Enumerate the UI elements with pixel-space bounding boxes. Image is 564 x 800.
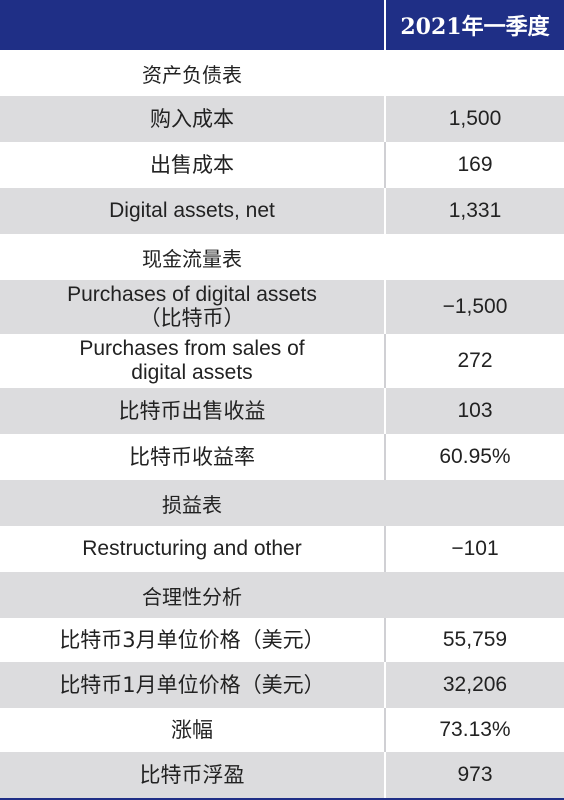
row-label: 出售成本 (150, 153, 234, 177)
row-value: 32,206 (384, 662, 564, 708)
header-divider (384, 0, 386, 50)
row-value: 272 (384, 334, 564, 388)
row-value: −101 (384, 526, 564, 572)
row-label: Restructuring and other (82, 537, 302, 560)
row-value: 73.13% (384, 708, 564, 752)
table-row: 购入成本 1,500 (0, 96, 564, 142)
table-row: 比特币出售收益 103 (0, 388, 564, 434)
row-value: −1,500 (384, 280, 564, 334)
row-label: 比特币1月单位价格（美元） (59, 673, 325, 697)
table-header: 2021年一季度 (0, 0, 564, 50)
row-label: Purchases of digital assets （比特币） (67, 283, 317, 330)
row-label: Digital assets, net (109, 199, 275, 222)
row-value: 973 (384, 752, 564, 798)
section-fill (384, 480, 564, 526)
section-row-cash-flow: 现金流量表 (0, 234, 564, 280)
section-fill (384, 572, 564, 618)
section-row-balance-sheet: 资产负债表 (0, 50, 564, 96)
section-fill (384, 50, 564, 96)
row-label: 购入成本 (150, 107, 234, 131)
row-value: 169 (384, 142, 564, 188)
section-title: 资产负债表 (142, 62, 242, 87)
section-title: 合理性分析 (142, 584, 242, 609)
row-label: 比特币3月单位价格（美元） (59, 628, 325, 652)
section-row-reasonableness: 合理性分析 (0, 572, 564, 618)
row-label: Purchases from sales of digital assets (79, 337, 305, 384)
row-value: 60.95% (384, 434, 564, 480)
table-row: 比特币浮盈 973 (0, 752, 564, 798)
table-row: 涨幅 73.13% (0, 708, 564, 752)
table-row: 比特币3月单位价格（美元） 55,759 (0, 618, 564, 662)
row-label: 涨幅 (171, 718, 213, 742)
row-label: 比特币浮盈 (139, 763, 245, 787)
section-title: 现金流量表 (142, 246, 242, 271)
table-row: 比特币收益率 60.95% (0, 434, 564, 480)
section-title: 损益表 (162, 492, 222, 517)
row-label: 比特币收益率 (129, 445, 255, 469)
header-blank-cell (0, 0, 384, 50)
table-row: Purchases from sales of digital assets 2… (0, 334, 564, 388)
table-row: Digital assets, net 1,331 (0, 188, 564, 234)
row-value: 1,500 (384, 96, 564, 142)
row-label: 比特币出售收益 (118, 399, 266, 423)
header-period: 2021年一季度 (386, 0, 564, 50)
table-row: 比特币1月单位价格（美元） 32,206 (0, 662, 564, 708)
row-value: 55,759 (384, 618, 564, 662)
table-row: Restructuring and other −101 (0, 526, 564, 572)
section-fill (384, 234, 564, 280)
table-row: 出售成本 169 (0, 142, 564, 188)
section-row-income-statement: 损益表 (0, 480, 564, 526)
row-value: 1,331 (384, 188, 564, 234)
row-value: 103 (384, 388, 564, 434)
table-row: Purchases of digital assets （比特币） −1,500 (0, 280, 564, 334)
